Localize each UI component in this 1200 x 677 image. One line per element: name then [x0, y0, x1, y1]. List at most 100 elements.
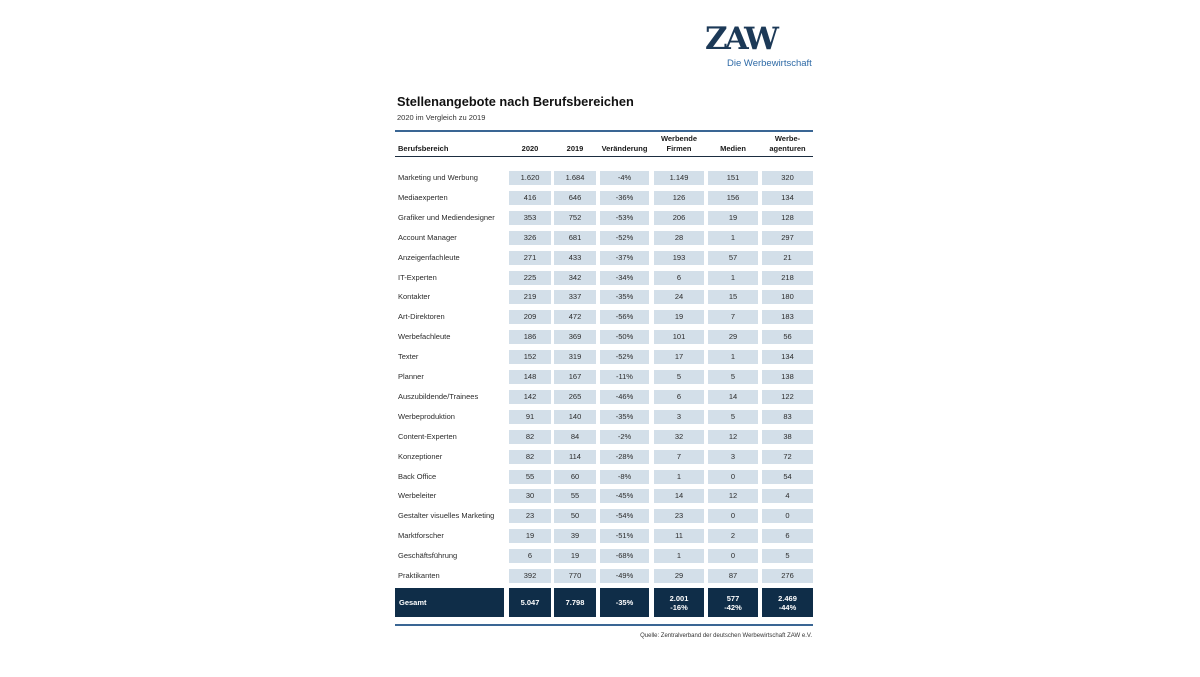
cell-werbeagenturen: 276 [762, 569, 813, 583]
cell-werbende-firmen: 29 [654, 569, 704, 583]
cell-veraenderung: -56% [600, 310, 649, 325]
cell-2020: 209 [509, 310, 551, 325]
total-label: Gesamt [395, 588, 504, 617]
cell-medien: 5 [708, 370, 758, 384]
cell-2020: 82 [509, 429, 551, 444]
cell-2020: 219 [509, 290, 551, 305]
cell-veraenderung: -52% [600, 350, 649, 365]
cell-2020: 82 [509, 449, 551, 464]
total-value: 2.469 [778, 593, 797, 603]
row-label: Geschäftsführung [398, 551, 458, 561]
cell-2019: 337 [554, 290, 596, 305]
total-cell-werbende-firmen: 2.001 -16% [654, 588, 704, 617]
cell-2020: 6 [509, 549, 551, 564]
cell-2019: 114 [554, 449, 596, 464]
cell-2019: 433 [554, 250, 596, 265]
cell-veraenderung: -54% [600, 509, 649, 524]
cell-veraenderung: -50% [600, 330, 649, 345]
cell-2020: 91 [509, 409, 551, 424]
total-cell-medien: 577 -42% [708, 588, 758, 617]
cell-2020: 152 [509, 350, 551, 365]
row-label: Mediaexperten [398, 192, 448, 202]
cell-werbende-firmen: 126 [654, 190, 704, 205]
cell-werbende-firmen: 101 [654, 330, 704, 345]
cell-werbende-firmen: 206 [654, 210, 704, 225]
cell-werbeagenturen: 134 [762, 350, 813, 365]
row-label: Content-Experten [398, 431, 457, 441]
cell-werbeagenturen: 21 [762, 250, 813, 265]
cell-werbende-firmen: 1 [654, 549, 704, 564]
top-rule [395, 130, 813, 132]
cell-medien: 3 [708, 449, 758, 464]
cell-werbeagenturen: 54 [762, 469, 813, 484]
cell-medien: 12 [708, 489, 758, 504]
total-cell-veraenderung: -35% [600, 588, 649, 617]
cell-werbende-firmen: 14 [654, 489, 704, 504]
cell-medien: 5 [708, 409, 758, 424]
cell-2019: 752 [554, 210, 596, 225]
cell-2019: 472 [554, 310, 596, 325]
cell-medien: 1 [708, 270, 758, 285]
cell-2019: 342 [554, 270, 596, 285]
cell-2019: 60 [554, 469, 596, 484]
cell-2020: 55 [509, 469, 551, 484]
cell-medien: 29 [708, 330, 758, 345]
row-label: Werbeleiter [398, 491, 437, 501]
total-value: 2.001 [669, 593, 689, 603]
row-label: Kontakter [398, 292, 431, 302]
row-label: Werbeproduktion [398, 411, 455, 421]
row-label: Texter [398, 352, 419, 362]
cell-medien: 19 [708, 210, 758, 225]
cell-werbende-firmen: 17 [654, 350, 704, 365]
cell-werbeagenturen: 297 [762, 230, 813, 245]
total-cell-2019: 7.798 [554, 588, 596, 617]
cell-2020: 23 [509, 509, 551, 524]
header-berufsbereich: Berufsbereich [398, 144, 449, 153]
cell-2019: 55 [554, 489, 596, 504]
cell-werbeagenturen: 72 [762, 449, 813, 464]
zaw-logo: ZAW [705, 21, 779, 57]
cell-2020: 186 [509, 330, 551, 345]
cell-2020: 142 [509, 389, 551, 404]
cell-2019: 1.684 [554, 171, 596, 185]
row-label: Werbefachleute [398, 332, 451, 342]
cell-2020: 225 [509, 270, 551, 285]
total-value: 5.047 [520, 598, 540, 607]
cell-werbeagenturen: 38 [762, 429, 813, 444]
cell-medien: 156 [708, 190, 758, 205]
total-value: 7.798 [565, 598, 585, 607]
cell-medien: 14 [708, 389, 758, 404]
cell-veraenderung: -46% [600, 389, 649, 404]
cell-werbende-firmen: 32 [654, 429, 704, 444]
cell-werbende-firmen: 7 [654, 449, 704, 464]
cell-werbende-firmen: 11 [654, 529, 704, 544]
cell-2019: 19 [554, 549, 596, 564]
total-change: -44% [778, 602, 797, 612]
cell-veraenderung: -35% [600, 290, 649, 305]
cell-2020: 1.620 [509, 171, 551, 185]
cell-werbende-firmen: 23 [654, 509, 704, 524]
cell-medien: 15 [708, 290, 758, 305]
cell-2019: 319 [554, 350, 596, 365]
cell-2019: 681 [554, 230, 596, 245]
cell-werbeagenturen: 134 [762, 190, 813, 205]
cell-werbeagenturen: 180 [762, 290, 813, 305]
cell-2019: 167 [554, 370, 596, 384]
header-veraenderung: Veränderung [601, 144, 648, 153]
cell-2020: 30 [509, 489, 551, 504]
cell-veraenderung: -49% [600, 569, 649, 583]
cell-werbende-firmen: 6 [654, 270, 704, 285]
cell-veraenderung: -35% [600, 409, 649, 424]
cell-medien: 87 [708, 569, 758, 583]
cell-veraenderung: -11% [600, 370, 649, 384]
cell-werbeagenturen: 218 [762, 270, 813, 285]
cell-veraenderung: -52% [600, 230, 649, 245]
cell-2019: 84 [554, 429, 596, 444]
cell-werbeagenturen: 0 [762, 509, 813, 524]
header-rule [395, 156, 813, 157]
row-label: Marketing und Werbung [398, 173, 478, 182]
cell-veraenderung: -2% [600, 429, 649, 444]
cell-werbeagenturen: 6 [762, 529, 813, 544]
row-label: Konzeptioner [398, 451, 443, 461]
row-label: Grafiker und Mediendesigner [398, 212, 495, 222]
